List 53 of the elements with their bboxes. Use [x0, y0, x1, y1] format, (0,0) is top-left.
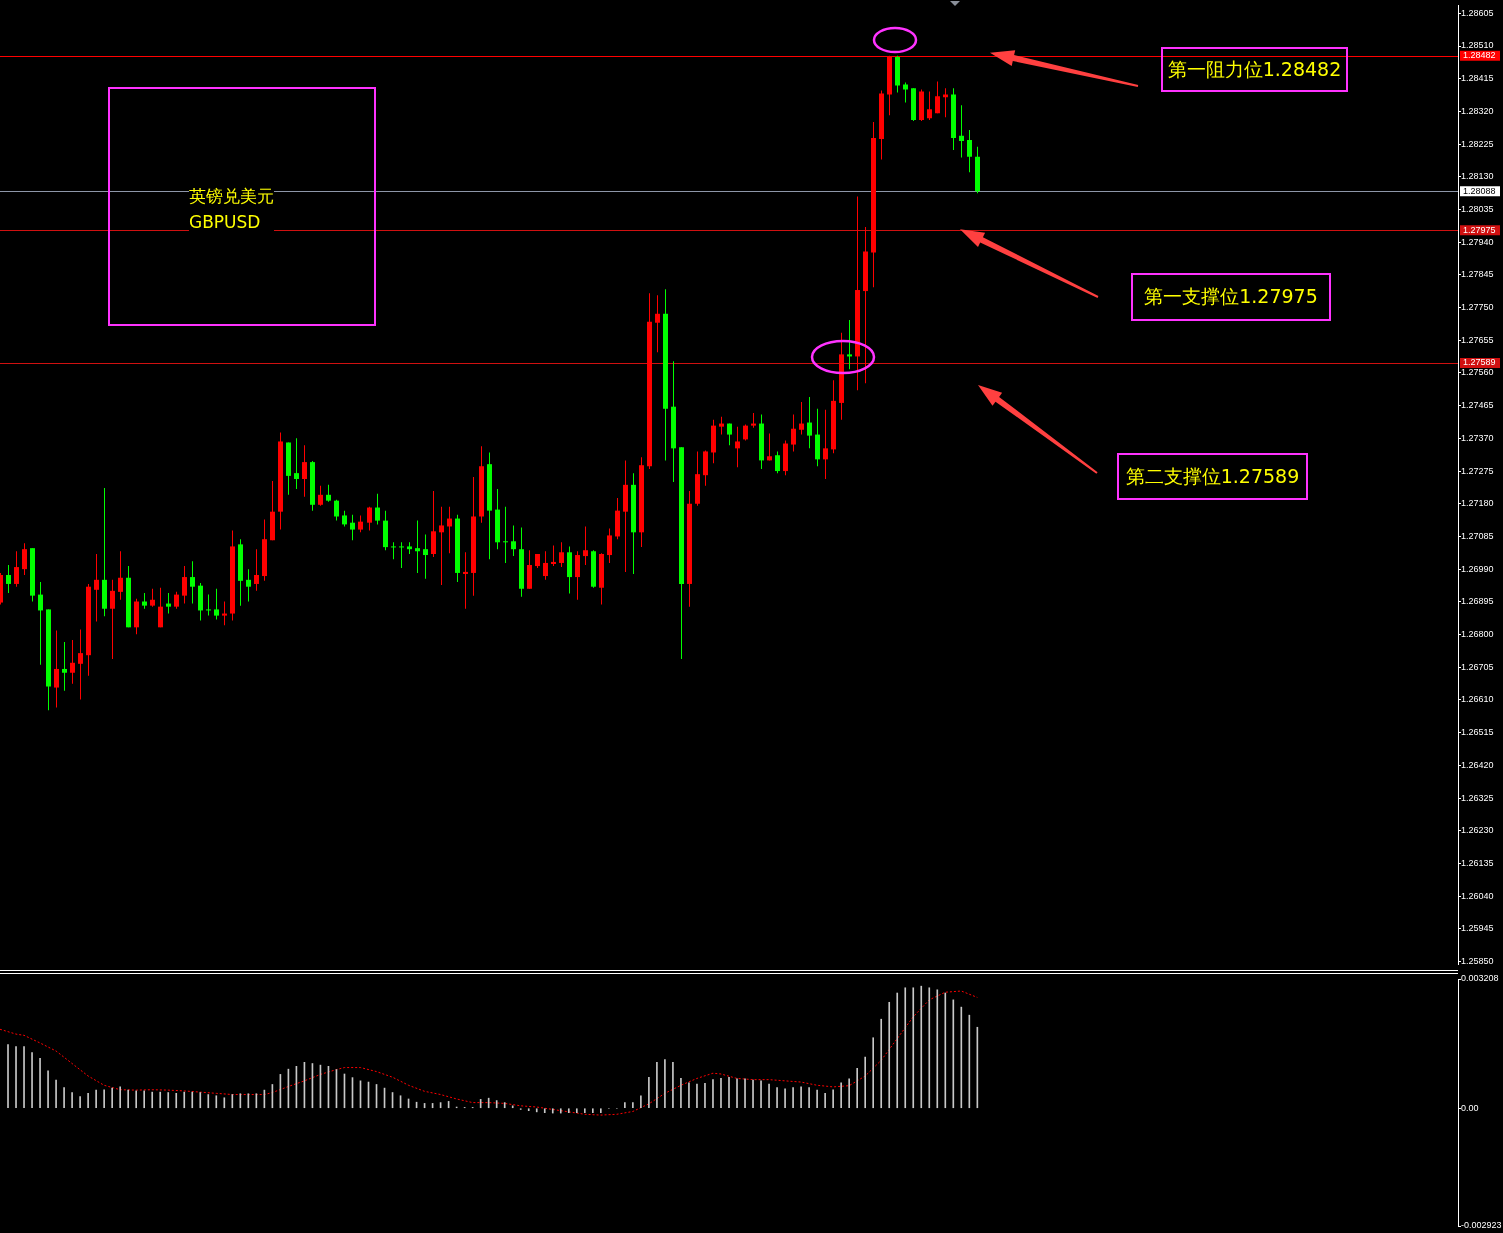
- y-tick-label: 1.26515: [1461, 727, 1494, 738]
- candlestick: [503, 506, 508, 563]
- y-tick-label: 1.26990: [1461, 563, 1494, 574]
- y-tick-label: 1.27370: [1461, 432, 1494, 443]
- y-tick-label: -0.002923: [1461, 1220, 1502, 1231]
- y-tick-label: 1.26895: [1461, 596, 1494, 607]
- ref-line-label: 1.27975: [1463, 224, 1496, 235]
- candlestick: [847, 319, 852, 370]
- y-tick-label: 1.26610: [1461, 694, 1494, 705]
- y-tick-label: 1.26040: [1461, 890, 1494, 901]
- y-tick-label: 1.26420: [1461, 759, 1494, 770]
- y-tick-label: 1.28510: [1461, 40, 1494, 51]
- y-tick-label: 1.27560: [1461, 367, 1494, 378]
- y-tick-label: 1.28225: [1461, 138, 1494, 149]
- y-tick-label: 1.26705: [1461, 661, 1494, 672]
- y-tick-label: 1.25850: [1461, 955, 1494, 966]
- y-tick-label: 1.28415: [1461, 73, 1494, 84]
- y-tick-label: 1.25945: [1461, 923, 1494, 934]
- y-tick-label: 1.26230: [1461, 825, 1494, 836]
- y-tick-label: 1.27845: [1461, 269, 1494, 280]
- y-tick-label: 1.26325: [1461, 792, 1494, 803]
- candlestick: [399, 542, 404, 569]
- y-tick-label: 0.003208: [1461, 973, 1499, 984]
- y-tick-label: 1.27465: [1461, 400, 1494, 411]
- y-tick-label: 1.26800: [1461, 629, 1494, 640]
- y-tick-label: 1.28320: [1461, 105, 1494, 116]
- candlestick: [415, 520, 420, 573]
- y-tick-label: 1.27085: [1461, 530, 1494, 541]
- y-tick-label: 1.27180: [1461, 498, 1494, 509]
- candlestick: [959, 105, 964, 158]
- y-tick-label: 1.26135: [1461, 857, 1494, 868]
- line-series: [0, 990, 978, 1116]
- candlestick: [551, 545, 556, 567]
- y-tick-label: 1.27940: [1461, 236, 1494, 247]
- annotation: 第一支撑位1.27975: [1131, 273, 1331, 321]
- y-tick-label: 0.00: [1461, 1102, 1479, 1113]
- text: 英镑兑美元 GBPUSD: [189, 183, 274, 235]
- y-tick-label: 1.28605: [1461, 7, 1494, 18]
- y-tick-label: 1.27275: [1461, 465, 1494, 476]
- annotation: 第一阻力位1.28482: [1161, 47, 1348, 92]
- y-tick-label: 1.28035: [1461, 203, 1494, 214]
- candlestick: [62, 642, 67, 691]
- candlestick: [391, 542, 396, 560]
- candlestick: [206, 594, 211, 616]
- ref-line-label: 1.28088: [1463, 185, 1496, 196]
- annotation: 第二支撑位1.27589: [1117, 453, 1308, 500]
- y-tick-label: 1.27655: [1461, 334, 1494, 345]
- y-tick-label: 1.27750: [1461, 302, 1494, 313]
- ref-line-label: 1.27589: [1463, 357, 1496, 368]
- ref-line-label: 1.28482: [1463, 50, 1496, 61]
- y-tick-label: 1.28130: [1461, 171, 1494, 182]
- candlestick: [439, 506, 444, 585]
- candlestick: [463, 552, 468, 609]
